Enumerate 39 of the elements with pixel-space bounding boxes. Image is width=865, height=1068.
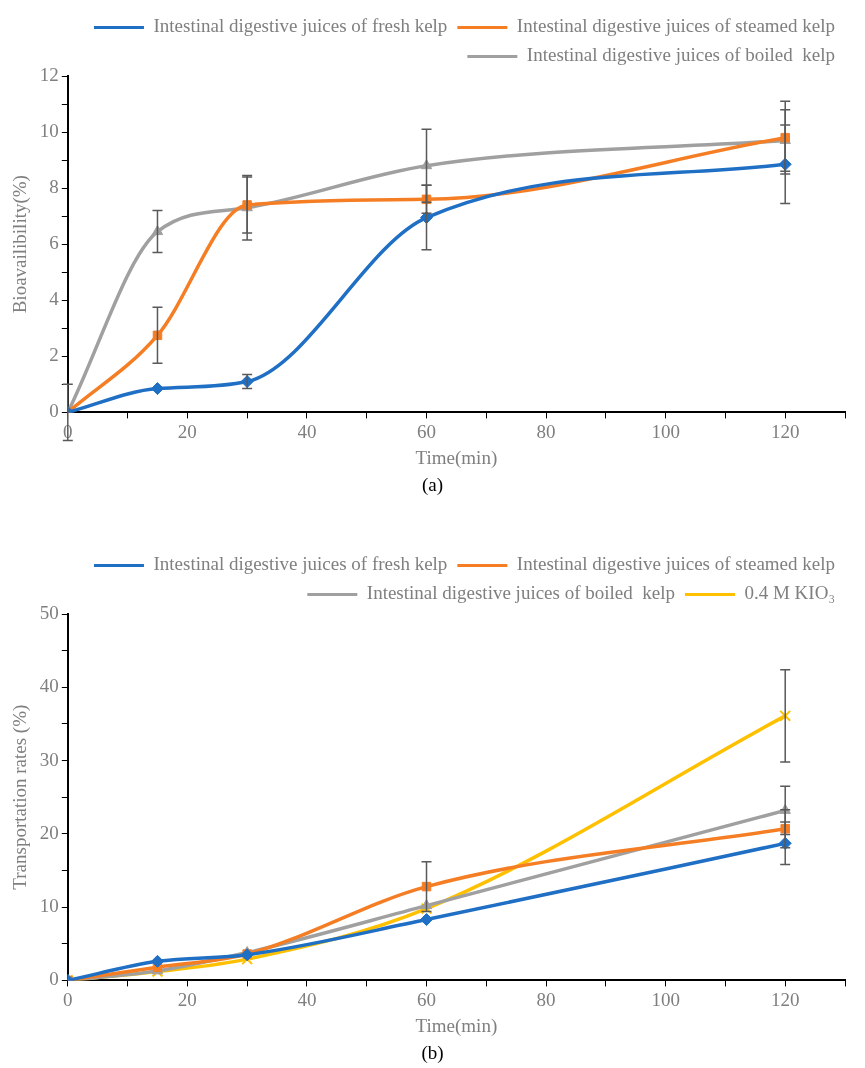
y-tick-label: 50: [39, 601, 59, 623]
x-tick-label: 40: [297, 420, 317, 442]
legend-label: 0.4 M KIO₃: [744, 582, 836, 604]
y-tick-label: 12: [39, 63, 59, 85]
x-tick-label: 120: [770, 988, 800, 1010]
x-tick-label: 60: [417, 988, 437, 1010]
y-axis-title: Transportation rates (%): [9, 704, 32, 890]
legend-label: Intestinal digestive juices of steamed kelp: [516, 15, 836, 37]
x-tick-label: 120: [770, 420, 800, 442]
y-tick-label: 10: [39, 895, 59, 917]
legend-label: Intestinal digestive juices of boiled kelp: [366, 582, 675, 604]
x-tick-label: 80: [536, 988, 556, 1010]
x-tick-label: 20: [177, 988, 197, 1010]
y-tick-label: 0: [49, 400, 59, 422]
legend-label: Intestinal digestive juices of steamed kelp: [516, 553, 836, 575]
y-tick-label: 4: [49, 288, 60, 310]
y-tick-label: 6: [49, 232, 59, 254]
legend-label: Intestinal digestive juices of fresh kelp: [153, 15, 448, 37]
y-tick-label: 2: [49, 344, 59, 366]
x-tick-label: 60: [417, 420, 437, 442]
y-tick-label: 30: [39, 748, 59, 770]
x-tick-label: 20: [177, 420, 197, 442]
y-axis-title: Bioavailibility(%): [9, 175, 32, 314]
x-tick-label: 40: [297, 988, 317, 1010]
y-tick-label: 8: [49, 176, 59, 198]
y-tick-label: 40: [39, 675, 59, 697]
x-tick-label: 100: [651, 420, 680, 442]
y-tick-label: 10: [39, 120, 59, 142]
x-tick-label: 80: [536, 420, 556, 442]
y-tick-label: 0: [49, 968, 59, 990]
x-tick-label: 100: [651, 988, 680, 1010]
legend-label: Intestinal digestive juices of fresh kelp: [153, 553, 448, 575]
x-axis-title: Time(min): [415, 1014, 498, 1037]
y-tick-label: 20: [39, 821, 59, 843]
text: (b): [420, 1041, 445, 1065]
x-axis-title: Time(min): [415, 446, 498, 469]
legend-label: Intestinal digestive juices of boiled kelp: [526, 44, 836, 66]
text: (a): [420, 473, 445, 497]
x-tick-label: 0: [63, 988, 73, 1010]
